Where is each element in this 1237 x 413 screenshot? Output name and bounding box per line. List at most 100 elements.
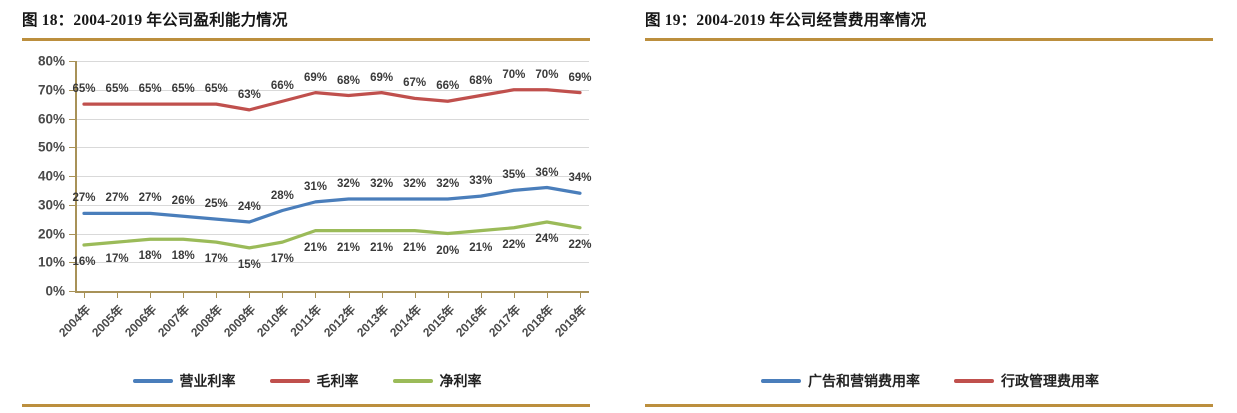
data-point-label: 27%	[105, 192, 129, 205]
data-point-label: 70%	[535, 68, 559, 81]
legend-color-swatch	[392, 379, 433, 383]
y-axis-tick-mark	[69, 176, 75, 177]
y-axis-tick-label: 30%	[37, 197, 65, 213]
x-axis-tick-mark	[84, 292, 85, 298]
legend-color-swatch	[132, 379, 173, 383]
data-point-label: 31%	[303, 180, 327, 193]
legend-item[interactable]: 营业利率	[132, 371, 236, 391]
figure-19-panel: 图 19：2004-2019 年公司经营费用率情况 0%10%20%30%40%…	[623, 0, 1237, 413]
gridline	[75, 61, 589, 62]
legend-label: 营业利率	[179, 375, 236, 390]
data-point-label: 32%	[403, 178, 427, 190]
gridline	[75, 204, 589, 206]
data-point-label: 65%	[72, 83, 96, 96]
x-axis-tick-mark	[381, 292, 383, 298]
data-point-label: 21%	[469, 241, 493, 254]
data-point-label: 63%	[237, 88, 261, 101]
data-point-label: 66%	[436, 80, 460, 93]
data-point-label: 35%	[502, 169, 526, 182]
data-point-label: 69%	[303, 71, 327, 84]
y-axis-tick-mark	[69, 291, 75, 292]
x-axis-tick-mark	[414, 292, 416, 298]
figure-18-chart: 0% 10% 20% 30% 40% 50% 60% 70% 80% 2004年 2005年 2006…	[13, 54, 603, 340]
x-axis-tick-mark	[348, 292, 350, 298]
y-axis-tick-mark	[69, 61, 75, 62]
series-lines	[82, 88, 582, 250]
x-axis-tick-mark	[282, 292, 284, 298]
data-point-label: 28%	[270, 189, 294, 202]
data-point-label: 17%	[270, 253, 294, 266]
legend-color-swatch	[954, 379, 994, 383]
data-point-label: 21%	[370, 241, 394, 254]
data-point-label: 24%	[237, 201, 261, 213]
data-point-label: 16%	[72, 256, 96, 268]
gridline	[75, 262, 589, 264]
data-point-label: 15%	[237, 258, 261, 271]
data-point-label: 20%	[436, 244, 460, 257]
figure-19-bottom-rule	[645, 404, 1213, 407]
data-point-label: 21%	[337, 241, 361, 254]
legend-color-swatch	[761, 379, 801, 383]
data-point-label: 68%	[469, 74, 493, 87]
y-axis-tick-label: 70%	[37, 82, 65, 98]
y-axis-tick-label: 50%	[37, 139, 65, 155]
x-axis-tick-mark	[480, 292, 482, 298]
figure-19-legend: 广告和营销费用率 行政管理费用率	[623, 371, 1237, 391]
legend-label: 行政管理费用率	[1001, 375, 1099, 390]
y-axis-line	[75, 61, 77, 291]
y-axis-tick-label: 60%	[37, 111, 65, 126]
plot-area: 0% 10% 20% 30% 40% 50% 60% 70% 80% 2004年 2005年 2006…	[38, 54, 592, 340]
data-point-label: 21%	[303, 241, 327, 254]
legend-item[interactable]: 广告和营销费用率	[761, 371, 920, 391]
figure-18-panel: 图 18：2004-2019 年公司盈利能力情况 0% 10% 20% 30% 40% 5…	[0, 0, 614, 413]
data-point-label: 32%	[436, 178, 460, 190]
data-point-label: 34%	[568, 172, 592, 185]
data-point-label: 18%	[138, 250, 162, 263]
legend-item[interactable]: 净利率	[392, 371, 482, 391]
gridline	[75, 147, 589, 149]
figure-19-title: 图 19：2004-2019 年公司经营费用率情况	[645, 12, 927, 29]
legend-item[interactable]: 行政管理费用率	[954, 371, 1099, 391]
data-point-label: 27%	[138, 192, 162, 205]
x-axis-tick-mark	[546, 292, 548, 298]
x-axis-tick-mark	[447, 292, 449, 298]
gridline	[75, 233, 589, 235]
y-axis-tick-label: 10%	[37, 254, 65, 270]
legend-item[interactable]: 毛利率	[269, 371, 359, 391]
data-point-label: 65%	[105, 83, 129, 96]
data-point-label: 18%	[171, 250, 195, 263]
series-line	[82, 88, 582, 112]
legend-label: 广告和营销费用率	[808, 375, 920, 390]
data-point-label: 65%	[138, 83, 162, 96]
data-point-label: 22%	[568, 238, 592, 251]
y-axis-tick-label: 80%	[37, 53, 65, 69]
data-point-label: 69%	[568, 71, 592, 84]
legend-label: 毛利率	[316, 375, 359, 390]
legend-label: 净利率	[439, 375, 482, 390]
data-point-label: 22%	[502, 238, 526, 251]
series-line	[82, 220, 582, 250]
x-axis-line	[75, 291, 589, 293]
y-axis-tick-label: 20%	[37, 226, 65, 241]
x-axis-tick-mark	[150, 292, 152, 298]
x-axis-tick-mark	[117, 292, 119, 298]
figure-18-title: 图 18：2004-2019 年公司盈利能力情况	[22, 12, 288, 29]
data-point-label: 67%	[403, 77, 427, 90]
data-point-label: 21%	[403, 241, 427, 254]
gridline	[75, 176, 589, 177]
figure-18-legend: 营业利率 毛利率 净利率	[0, 371, 614, 391]
data-point-label: 26%	[171, 195, 195, 208]
data-point-label: 25%	[204, 198, 228, 211]
x-axis-tick-mark	[580, 292, 581, 298]
data-point-label: 17%	[204, 253, 228, 266]
data-point-label: 68%	[337, 74, 361, 87]
data-point-label: 66%	[270, 80, 294, 93]
y-axis-tick-mark	[69, 204, 75, 206]
data-point-label: 70%	[502, 68, 526, 81]
figure-18-top-rule	[22, 38, 590, 41]
data-point-label: 32%	[370, 178, 394, 190]
data-point-label: 65%	[204, 83, 228, 96]
y-axis-tick-mark	[69, 262, 75, 264]
x-axis-tick-mark	[249, 292, 251, 298]
figure-18-bottom-rule	[22, 404, 590, 407]
